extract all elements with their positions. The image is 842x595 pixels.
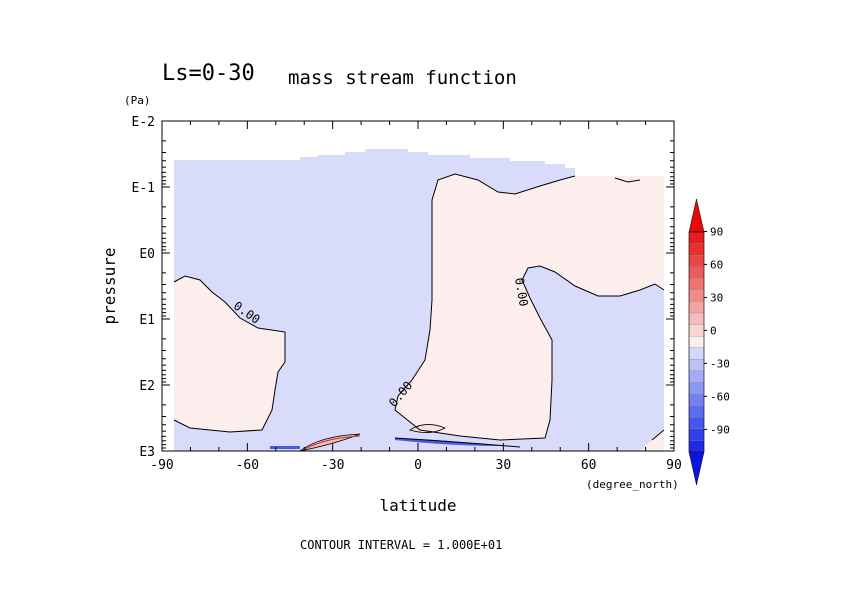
colorbar-box [688, 417, 705, 429]
colorbar-box [688, 347, 705, 360]
y-tick-label: E3 [139, 445, 155, 460]
x-axis-label: latitude [379, 496, 456, 515]
y-axis: E-2 E-1 E0 E1 E2 E3 [132, 115, 674, 460]
chart-title: mass stream function [288, 67, 517, 89]
zero-contour-south [173, 275, 286, 433]
y-axis-label: pressure [100, 247, 119, 324]
colorbar-top-arrow [688, 198, 705, 233]
positive-cell-surface [409, 424, 446, 433]
colorbar-bottom-arrow [688, 451, 705, 486]
colorbar-box [688, 428, 705, 441]
colorbar-label: 60 [710, 258, 723, 271]
y-tick-label: E-2 [132, 115, 155, 130]
colorbar-label: -60 [710, 390, 730, 403]
x-tick-label: -90 [150, 458, 173, 473]
colorbar-frame [688, 231, 705, 453]
positive-region-south [174, 276, 285, 432]
zero-contour-north [394, 173, 665, 441]
colorbar-box [688, 382, 705, 395]
contour-label: 0.00 [512, 277, 531, 308]
positive-region-north [395, 174, 664, 440]
colorbar: 90 60 30 0 -30 -60 -90 [688, 198, 730, 486]
colorbar-box [688, 289, 705, 302]
contour-interval-note: CONTOUR INTERVAL = 1.000E+01 [300, 538, 502, 552]
colorbar-box [688, 312, 705, 325]
colorbar-box [688, 243, 705, 256]
positive-cell-south-surface [299, 433, 361, 451]
x-unit-label: (degree_north) [586, 478, 679, 491]
negative-cell-south [270, 446, 300, 449]
y-tick-label: E2 [139, 379, 155, 394]
colorbar-box [688, 393, 705, 406]
x-tick-label: 60 [581, 458, 597, 473]
x-tick-label: 30 [496, 458, 512, 473]
colorbar-label: -90 [710, 423, 730, 436]
colorbar-label: 0 [710, 324, 717, 337]
colorbar-box [688, 324, 705, 337]
colorbar-label: 30 [710, 291, 723, 304]
x-tick-label: -60 [236, 458, 259, 473]
zero-contours [173, 173, 665, 450]
colorbar-box [688, 231, 705, 244]
y-tick-label: E-1 [132, 181, 155, 196]
surface-contour-1 [304, 435, 361, 450]
colorbar-box [688, 359, 705, 372]
x-tick-label: 90 [666, 458, 682, 473]
y-tick-label: E0 [139, 247, 155, 262]
x-axis: -90 -60 -30 0 30 60 90 [150, 121, 682, 473]
x-tick-label: -30 [321, 458, 344, 473]
colorbar-box [688, 336, 705, 348]
contour-fills [174, 149, 664, 451]
y-unit-label: (Pa) [124, 94, 151, 107]
colorbar-label: -30 [710, 357, 730, 370]
y-tick-label: E1 [139, 313, 155, 328]
x-tick-label: 0 [414, 458, 422, 473]
surface-contour-2 [394, 437, 521, 448]
colorbar-box [688, 370, 705, 383]
zero-contour-top [614, 177, 641, 183]
colorbar-box [688, 278, 705, 291]
colorbar-label: 90 [710, 225, 723, 238]
zero-contour-edge [651, 429, 665, 441]
colorbar-box [688, 255, 705, 267]
colorbar-box [688, 301, 705, 314]
colorbar-box [688, 440, 705, 453]
colorbar-box [688, 405, 705, 418]
colorbar-box [688, 266, 705, 279]
title-prefix: Ls=0-30 [162, 61, 255, 86]
